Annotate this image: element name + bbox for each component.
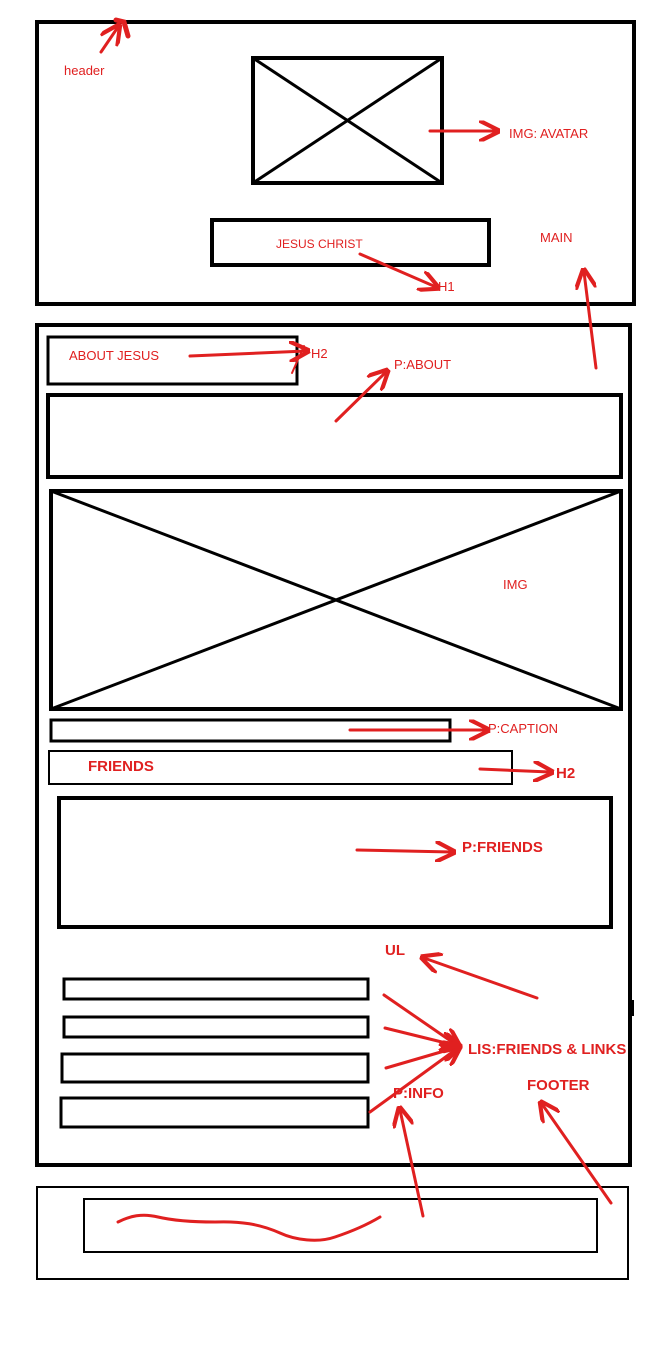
main-label: MAIN xyxy=(540,230,573,245)
avatar-image-placeholder xyxy=(251,56,444,185)
list-items-label: LIS:FRIENDS & LINKS xyxy=(468,1041,627,1058)
h1-arrow xyxy=(358,252,436,287)
footer-label: FOOTER xyxy=(527,1077,590,1094)
info-paragraph-box xyxy=(83,1198,598,1253)
handwritten-scribble xyxy=(116,1213,382,1242)
info-label: P:INFO xyxy=(393,1085,444,1102)
about-p-arrow xyxy=(334,372,386,423)
about-h2-tag-label: H2 xyxy=(311,346,328,361)
about-h2-arrow xyxy=(188,351,306,356)
annotation-arrows xyxy=(99,17,613,1218)
header-arrow xyxy=(99,27,118,54)
footer-box xyxy=(36,1186,629,1280)
list-item-3-box xyxy=(60,1052,370,1084)
info-arrow xyxy=(400,1110,425,1218)
friends-h2-arrow xyxy=(478,769,550,772)
friends-heading-text: FRIENDS xyxy=(88,758,154,775)
list-item-4-box xyxy=(59,1096,370,1129)
about-paragraph-label: P:ABOUT xyxy=(394,357,452,372)
h1-title-text: JESUS CHRIST xyxy=(276,237,363,251)
header-box xyxy=(35,20,636,306)
friends-p-arrow xyxy=(355,850,452,852)
friends-h2-tag-label: H2 xyxy=(556,765,576,782)
image-label: IMG xyxy=(503,577,528,592)
list-item-1-box xyxy=(62,977,370,1001)
caption-label: P:CAPTION xyxy=(488,721,559,736)
li-arrow-4 xyxy=(368,1048,458,1114)
list-item-2-box xyxy=(62,1015,370,1039)
main-box xyxy=(35,323,632,1167)
main-image-placeholder xyxy=(49,489,623,711)
main-arrow xyxy=(584,272,598,370)
header-label: header xyxy=(64,63,105,78)
h1-title-box xyxy=(210,218,491,267)
about-paragraph-box xyxy=(46,393,623,479)
avatar-label: IMG: AVATAR xyxy=(509,126,589,141)
friends-paragraph-label: P:FRIENDS xyxy=(462,839,543,856)
ul-label: UL xyxy=(385,942,405,959)
friends-heading-box xyxy=(48,750,513,785)
ul-arrow xyxy=(424,958,539,1000)
about-heading-text: ABOUT JESUS xyxy=(69,348,160,363)
footer-arrow xyxy=(542,1104,613,1205)
friends-paragraph-box xyxy=(57,796,613,929)
h1-tag-label: H1 xyxy=(438,279,455,294)
edge-mark xyxy=(628,1000,634,1016)
